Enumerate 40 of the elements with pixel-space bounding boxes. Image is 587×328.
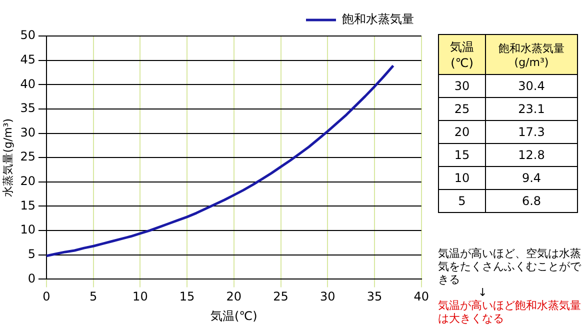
y-axis-title: 水蒸気量(g/m³) bbox=[1, 118, 14, 197]
x-tick-label: 20 bbox=[226, 290, 242, 304]
x-tick-label: 30 bbox=[320, 290, 336, 304]
y-tick-label: 45 bbox=[20, 52, 36, 66]
x-tick-label: 40 bbox=[414, 290, 430, 304]
y-tick-label: 30 bbox=[20, 125, 36, 140]
data-label: 30.4 bbox=[485, 74, 578, 98]
y-tick-label: 10 bbox=[438, 166, 486, 190]
y-axis-title: 気温(℃) bbox=[438, 34, 486, 74]
text: 気温が高いほど飽和水蒸気量は大きくなる bbox=[438, 299, 582, 325]
y-tick-label: 5 bbox=[438, 190, 486, 212]
y-tick-label: 40 bbox=[20, 76, 36, 91]
y-tick-label: 35 bbox=[20, 101, 36, 116]
data-label: 9.4 bbox=[485, 166, 578, 190]
x-tick-label: 10 bbox=[132, 290, 148, 304]
data-label: 6.8 bbox=[485, 190, 578, 212]
data-label: 17.3 bbox=[485, 120, 578, 144]
x-tick-label: 15 bbox=[179, 290, 195, 304]
legend-label: 飽和水蒸気量 bbox=[342, 12, 414, 26]
y-tick-label: 25 bbox=[438, 98, 486, 120]
y-tick-label: 30 bbox=[438, 74, 486, 98]
y-tick-label: 5 bbox=[28, 247, 36, 262]
x-axis-title: 気温(℃) bbox=[210, 308, 258, 323]
x-tick-label: 飽和水蒸気量(g/m³) bbox=[485, 34, 578, 74]
data-label: 12.8 bbox=[485, 144, 578, 166]
x-tick-label: 25 bbox=[273, 290, 288, 304]
y-tick-label: 10 bbox=[20, 222, 36, 237]
y-tick-label: 20 bbox=[20, 174, 36, 188]
y-tick-label: 0 bbox=[28, 271, 36, 286]
x-tick-label: 35 bbox=[366, 290, 382, 304]
y-tick-label: 50 bbox=[20, 28, 36, 42]
y-tick-label: 15 bbox=[438, 144, 486, 166]
data-label: 23.1 bbox=[485, 98, 578, 120]
y-tick-label: 20 bbox=[438, 120, 486, 144]
x-tick-label: 0 bbox=[42, 290, 50, 304]
y-tick-label: 15 bbox=[20, 198, 36, 212]
text: 気温が高いほど、空気は水蒸気をたくさんふくむことができる bbox=[438, 247, 582, 286]
x-tick-label: 5 bbox=[90, 290, 98, 304]
text: ↓ bbox=[477, 286, 488, 299]
y-tick-label: 25 bbox=[20, 150, 36, 164]
